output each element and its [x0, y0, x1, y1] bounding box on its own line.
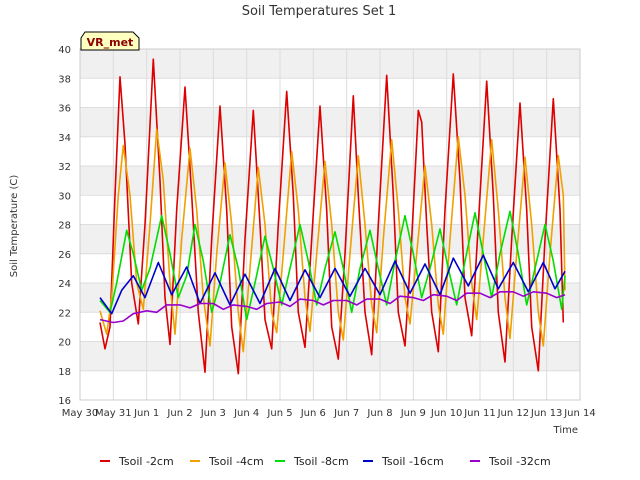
- x-tick-label: Jun 6: [300, 408, 326, 419]
- x-tick-label: Jun 13: [530, 408, 563, 419]
- background-band: [80, 136, 580, 166]
- y-tick-label: 28: [58, 221, 71, 232]
- background-band: [80, 78, 580, 108]
- y-tick-label: 22: [58, 308, 71, 319]
- background-band: [80, 49, 580, 79]
- background-band: [80, 107, 580, 137]
- legend-label: Tsoil -32cm: [488, 455, 551, 468]
- station-badge-label: VR_met: [87, 36, 134, 49]
- y-tick-label: 16: [58, 396, 71, 407]
- x-tick-label: Jun 3: [200, 408, 226, 419]
- x-tick-label: Jun 4: [233, 408, 259, 419]
- background-band: [80, 312, 580, 342]
- legend-label: Tsoil -4cm: [208, 455, 264, 468]
- x-tick-label: Jun 5: [266, 408, 292, 419]
- x-tick-label: Jun 14: [563, 408, 596, 419]
- x-tick-label: Jun 1: [133, 408, 159, 419]
- x-tick-label: May 30: [62, 408, 99, 419]
- x-tick-label: Jun 2: [166, 408, 192, 419]
- y-tick-label: 38: [58, 74, 71, 85]
- x-tick-label: Jun 7: [333, 408, 359, 419]
- series-line: [99, 254, 566, 315]
- series-lines: [99, 58, 566, 375]
- background-band: [80, 166, 580, 196]
- legend: Tsoil -2cm Tsoil -4cm Tsoil -8cm Tsoil -16c…: [100, 455, 551, 468]
- series-line: [99, 58, 565, 375]
- y-tick-label: 32: [58, 162, 71, 173]
- y-tick-label: 18: [58, 367, 71, 378]
- y-tick-labels: 16 18 20 22 24 26 28 30 32 34 36 38 40: [58, 45, 71, 407]
- y-tick-label: 40: [58, 45, 71, 56]
- x-tick-label: Jun 12: [497, 408, 530, 419]
- y-tick-label: 24: [58, 279, 71, 290]
- y-tick-label: 30: [58, 191, 71, 202]
- y-axis-label: Soil Temperature (C): [9, 175, 20, 278]
- x-axis-label: Time: [553, 425, 578, 436]
- x-tick-label: Jun 9: [400, 408, 426, 419]
- y-tick-label: 36: [58, 104, 71, 115]
- background-band: [80, 370, 580, 400]
- series-line: [99, 291, 566, 324]
- x-tick-label: May 31: [95, 408, 132, 419]
- legend-label: Tsoil -8cm: [293, 455, 349, 468]
- y-tick-label: 20: [58, 338, 71, 349]
- legend-label: Tsoil -16cm: [381, 455, 444, 468]
- series-line: [99, 210, 566, 321]
- x-tick-label: Jun 8: [366, 408, 392, 419]
- background-band: [80, 341, 580, 371]
- x-tick-label: Jun 11: [463, 408, 496, 419]
- y-tick-label: 34: [58, 133, 71, 144]
- legend-label: Tsoil -2cm: [118, 455, 174, 468]
- x-tick-label: Jun 10: [430, 408, 463, 419]
- chart-title: Soil Temperatures Set 1: [242, 4, 397, 19]
- y-tick-label: 26: [58, 250, 71, 261]
- station-badge: VR_met: [80, 31, 140, 51]
- station-badge-shape: [80, 31, 140, 51]
- plot-frame: [79, 48, 581, 401]
